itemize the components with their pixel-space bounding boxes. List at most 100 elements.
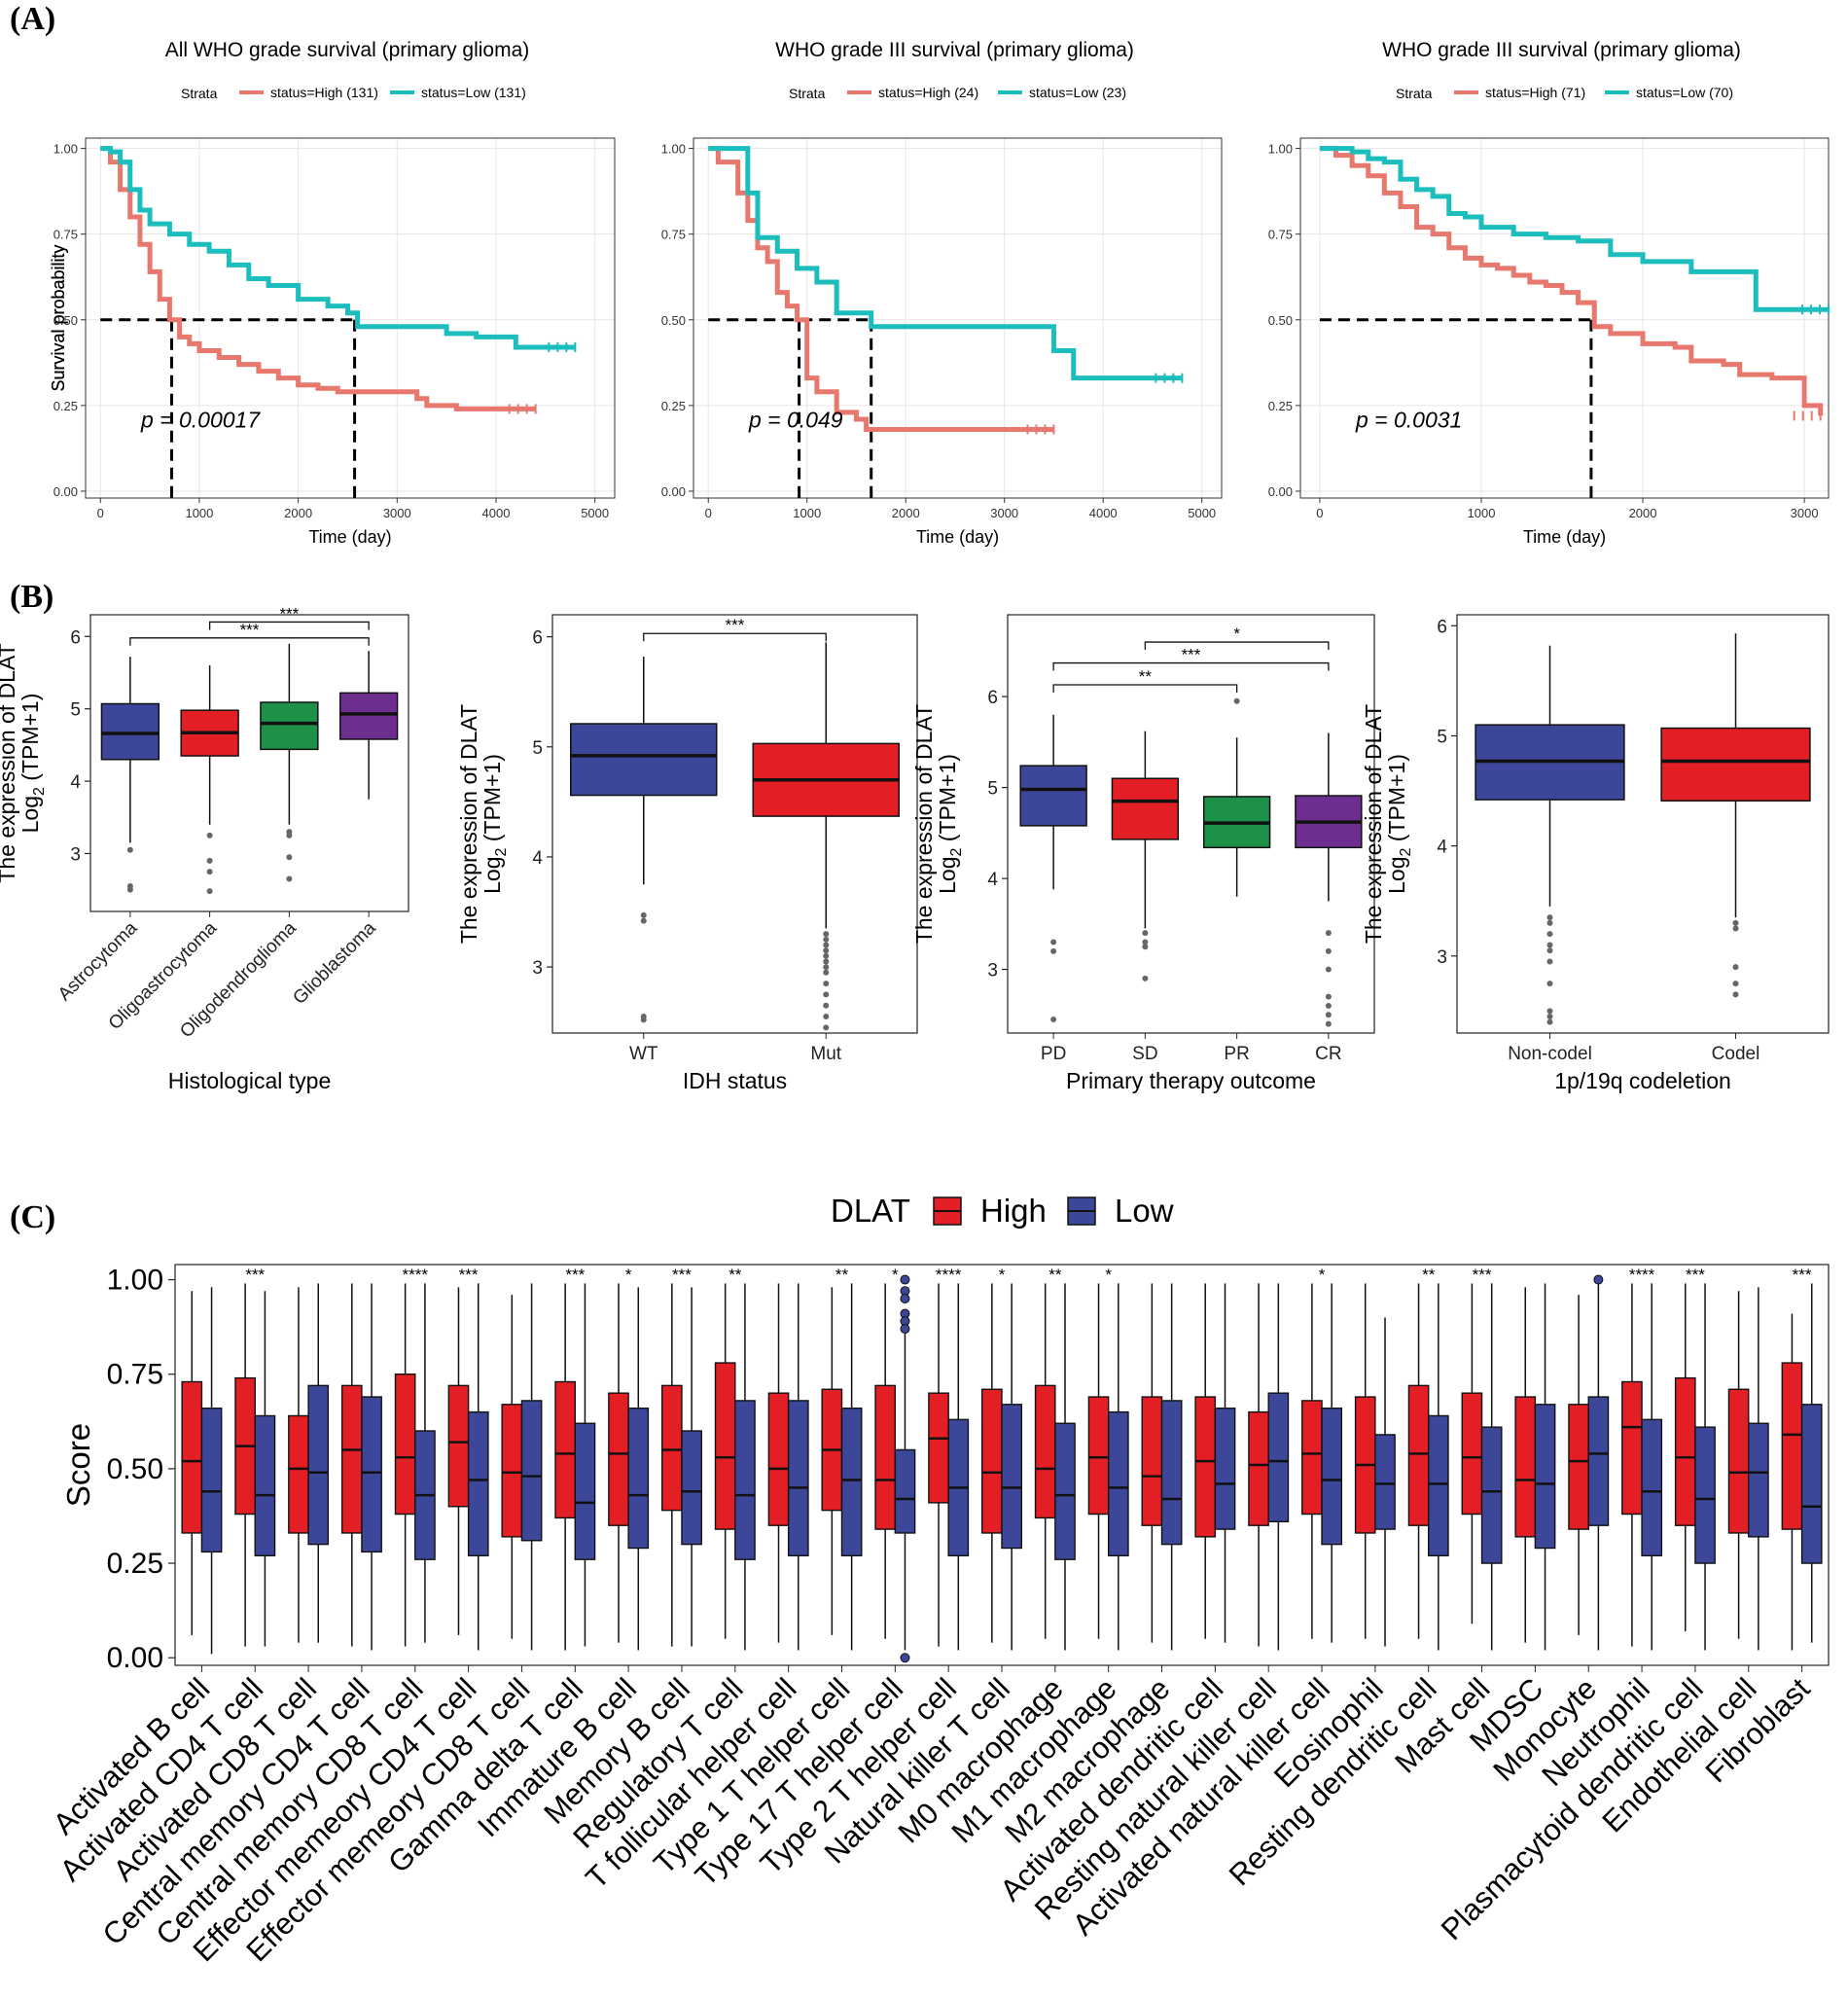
outlier-point [823, 1024, 830, 1031]
legend-title: Strata [789, 86, 826, 101]
outlier-point [126, 886, 133, 893]
box [338, 692, 399, 740]
chart-title: All WHO grade survival (primary glioma) [165, 39, 530, 61]
y-tick-label: 5 [1437, 727, 1447, 747]
significance-bracket [643, 632, 827, 642]
panel-label-a: (A) [10, 1, 55, 37]
significance-label: *** [459, 1266, 479, 1284]
box-high [1407, 1384, 1430, 1526]
box [1660, 727, 1811, 802]
outlier-point [1325, 1012, 1332, 1018]
box-low [520, 1400, 543, 1542]
box-low [1534, 1404, 1556, 1550]
y-tick-label: 0.75 [107, 1359, 163, 1391]
y-tick-label: 0.75 [53, 228, 78, 242]
y-axis-subtitle: Log2 (TPM+1) [935, 754, 965, 894]
outlier-point [823, 931, 830, 938]
significance-label: **** [403, 1266, 429, 1284]
box-low [1054, 1422, 1076, 1560]
y-tick-label: 0.75 [661, 228, 686, 242]
outlier-point [1546, 931, 1553, 938]
box-low [1587, 1396, 1610, 1526]
outlier-point [823, 991, 830, 998]
y-tick-label: 5 [70, 700, 81, 721]
box-low [1694, 1426, 1716, 1564]
km-plot-1: 0 1000 2000 3000 4000 5000 0.00 0.25 0.50 0.75 1.0… [49, 39, 616, 547]
outlier-point [1325, 993, 1332, 1000]
outlier-point [1050, 1016, 1057, 1022]
outlier-point [286, 875, 293, 882]
y-tick-label: 5 [987, 779, 998, 800]
y-axis-subtitle-sub: 2 [493, 848, 510, 857]
significance-label: *** [565, 1266, 585, 1284]
outlier-point [900, 1653, 910, 1663]
box-low [1267, 1392, 1290, 1523]
box-low [307, 1384, 330, 1546]
y-tick-label: 4 [70, 772, 81, 793]
significance-bracket [1144, 641, 1330, 651]
outlier-point [206, 857, 213, 864]
plot-frame [551, 614, 918, 1034]
y-axis-title: Survival probability [49, 244, 68, 391]
y-tick-label: 0.50 [107, 1453, 163, 1485]
x-tick-label: 5000 [1188, 506, 1216, 520]
outlier-point [823, 981, 830, 987]
x-tick-label: 2000 [892, 506, 920, 520]
outlier-point [823, 964, 830, 971]
km-plot-3: 0 1000 2000 3000 0.00 0.25 0.50 0.75 1.00 WHO gra… [49, 39, 1830, 547]
y-tick-label: 6 [987, 688, 998, 708]
y-tick-label: 6 [70, 627, 81, 648]
box-high [1727, 1388, 1750, 1534]
legend-label-high: status=High (24) [878, 85, 978, 100]
y-axis-title: The expression of DLAT [1361, 704, 1386, 944]
box-low [1748, 1422, 1769, 1538]
y-axis-subtitle-sub: 2 [1398, 848, 1414, 857]
outlier-point [286, 832, 293, 838]
y-tick-label: 1.00 [661, 142, 686, 157]
outlier-point [1732, 964, 1739, 971]
y-tick-label: 0.75 [1268, 228, 1293, 242]
y-tick-label: 6 [532, 628, 543, 649]
y-axis-title: Survival probability [49, 244, 68, 391]
legend-label-low: status=Low (70) [1636, 85, 1733, 100]
box-high [767, 1392, 790, 1526]
outlier-point [1325, 966, 1332, 973]
outlier-point [206, 832, 213, 838]
outlier-point [640, 1017, 647, 1023]
box-high [874, 1384, 897, 1530]
y-axis-subtitle-tail: (TPM+1) [935, 754, 960, 847]
km-curve-high [1319, 146, 1824, 416]
y-axis-subtitle-tail: (TPM+1) [480, 754, 505, 847]
box-high [1087, 1396, 1110, 1516]
box-high [928, 1392, 949, 1504]
y-tick-label: 0.25 [107, 1548, 163, 1580]
x-axis-title: Time (day) [308, 527, 391, 547]
x-axis-title: Primary therapy outcome [1066, 1068, 1316, 1093]
box-low [1800, 1404, 1823, 1564]
y-tick-label: 1.00 [107, 1265, 163, 1297]
plot-frame [1007, 614, 1375, 1034]
y-axis-subtitle-log: Log [1384, 857, 1409, 894]
significance-label: *** [1686, 1266, 1705, 1284]
significance-label: *** [726, 616, 745, 634]
km-curve-low [100, 146, 576, 350]
y-axis-title: The expression of DLAT [911, 704, 937, 944]
km-curve-low [1319, 146, 1829, 312]
box-low [1428, 1414, 1449, 1556]
outlier-point [823, 1014, 830, 1020]
plot-frame [1299, 137, 1830, 499]
km-curve-low [708, 146, 1183, 381]
y-tick-label: 0.50 [661, 313, 686, 328]
box-high [181, 1380, 203, 1534]
legend-title: DLAT [831, 1193, 910, 1229]
y-tick-label: 1.00 [1268, 142, 1293, 157]
box-low [1160, 1400, 1183, 1546]
outlier-point [1325, 1020, 1332, 1027]
significance-label: **** [1629, 1266, 1655, 1284]
p-value-label: p = 0.00017 [140, 407, 261, 432]
outlier-point [1325, 930, 1332, 937]
